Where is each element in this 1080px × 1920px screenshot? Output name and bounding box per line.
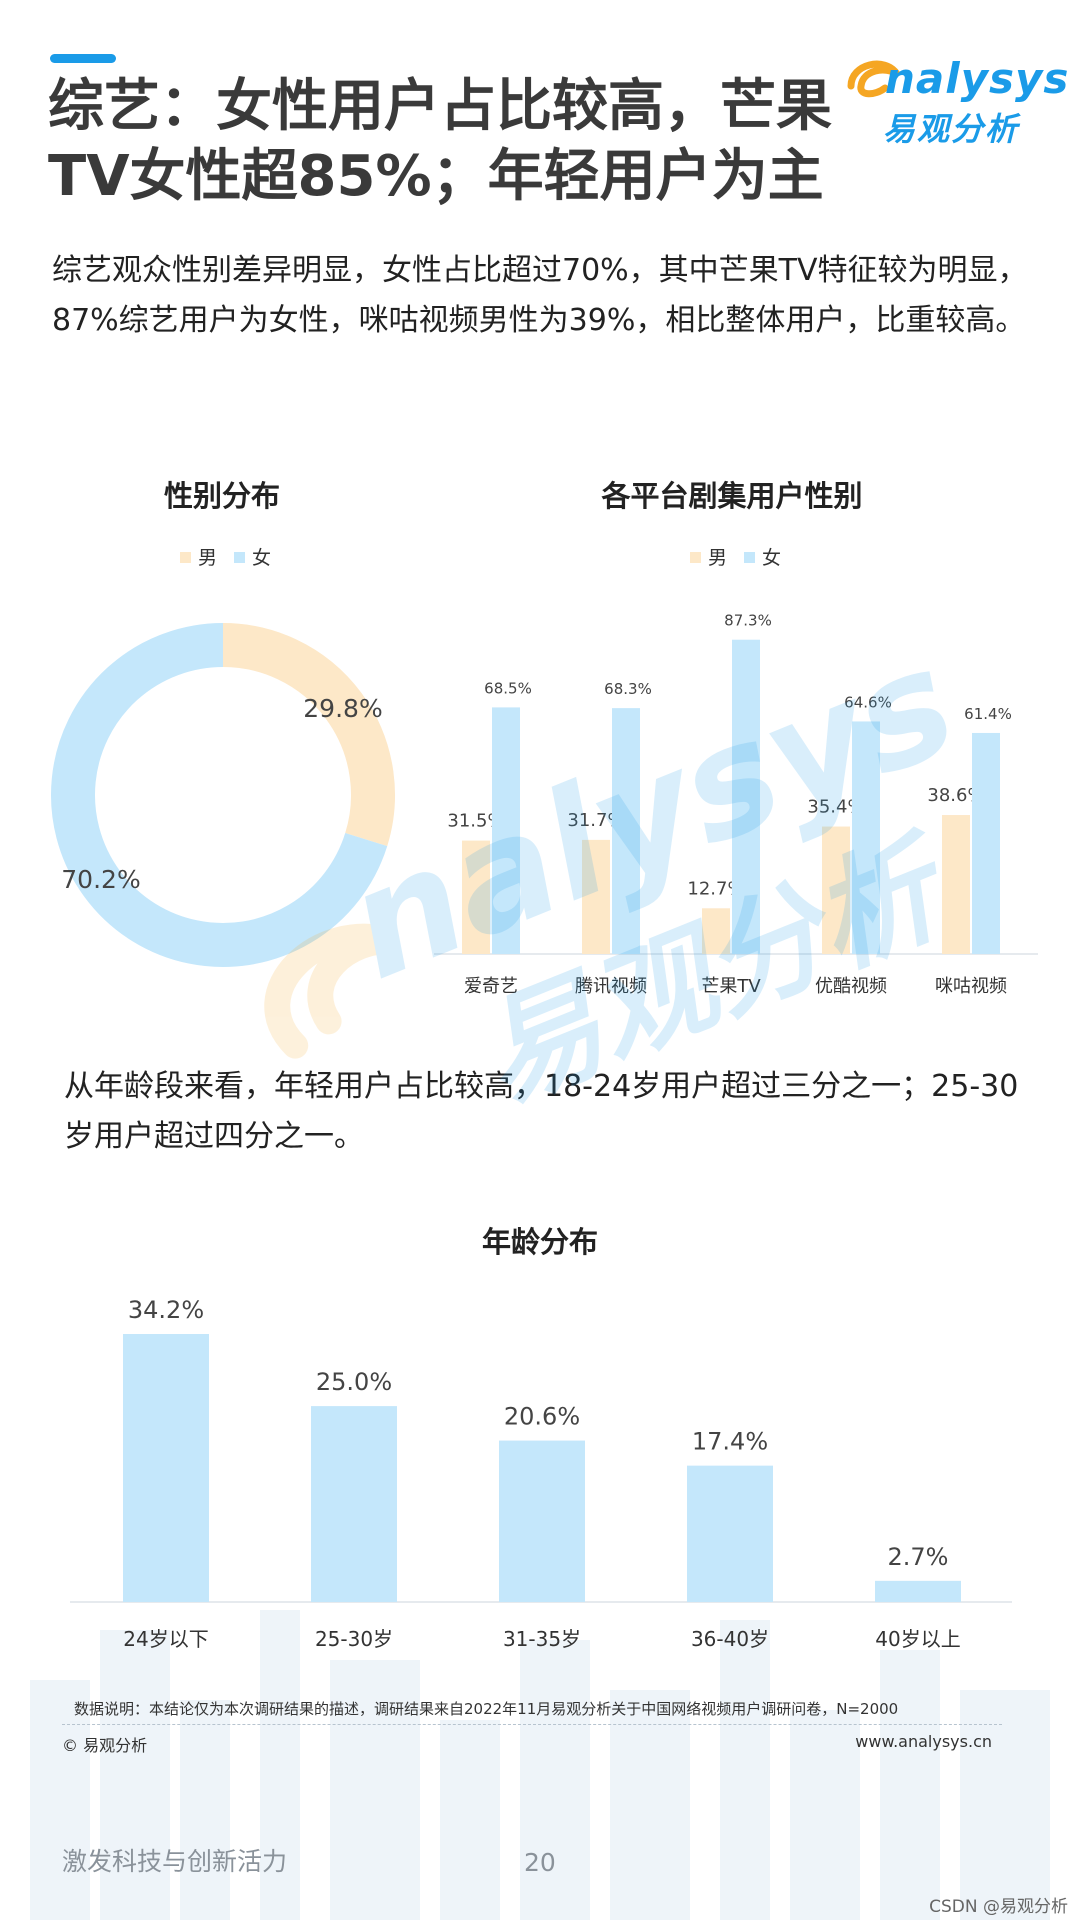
bar-label-female-1: 68.3%: [604, 680, 652, 698]
age-category-label-4: 40岁以上: [875, 1627, 960, 1651]
csdn-watermark: CSDN @易观分析: [929, 1897, 1068, 1917]
gender-donut-chart: 性别分布 男 女 29.8% 70.2%: [51, 479, 395, 967]
bar-label-female-0: 68.5%: [484, 679, 532, 697]
platform-category-label-0: 爱奇艺: [464, 976, 518, 997]
bar-label-female-2: 87.3%: [724, 612, 772, 630]
bar-label-male-0: 31.5%: [447, 811, 504, 832]
logo-swoosh-icon: [847, 60, 900, 98]
age-category-label-0: 24岁以下: [123, 1627, 208, 1651]
donut-slice-male: [222, 623, 395, 847]
bar-label-female-3: 64.6%: [844, 693, 892, 711]
donut-label-female: 70.2%: [61, 865, 140, 894]
donut-slice-female: [51, 623, 388, 967]
bar-female-3: [852, 721, 880, 954]
platform-category-label-3: 优酷视频: [815, 976, 887, 997]
gender-summary-text: 综艺观众性别差异明显，女性占比超过70%，其中芒果TV特征较为明显，87%综艺用…: [52, 253, 1028, 338]
age-bar-4: [875, 1580, 961, 1602]
bar-male-3: [822, 826, 850, 954]
age-category-label-2: 31-35岁: [503, 1627, 581, 1651]
website-link[interactable]: www.analysys.cn: [855, 1732, 992, 1751]
age-bar-label-0: 34.2%: [128, 1296, 204, 1324]
logo-text-en: nalysys: [885, 54, 1070, 103]
title-line-1: 综艺：女性用户占比较高，芒果: [48, 74, 832, 139]
accent-bar: [50, 54, 116, 63]
data-source-note: 数据说明：本结论仅为本次调研结果的描述，调研结果来自2022年11月易观分析关于…: [74, 1700, 899, 1718]
age-bar-0: [123, 1334, 209, 1602]
city-skyline-background: [30, 1610, 1050, 1920]
page-number: 20: [524, 1848, 556, 1877]
bar-label-male-3: 35.4%: [807, 797, 864, 818]
logo-text-cn: 易观分析: [883, 110, 1020, 148]
legend-male-swatch: [690, 552, 701, 563]
platform-legend: 男 女: [690, 547, 781, 569]
age-bar-2: [499, 1440, 585, 1602]
bar-male-4: [942, 815, 970, 954]
legend-female-label: 女: [252, 547, 271, 569]
age-bar-label-2: 20.6%: [504, 1403, 580, 1431]
age-bar-1: [311, 1406, 397, 1602]
page-title: 综艺：女性用户占比较高，芒果 TV女性超85%；年轻用户为主: [48, 72, 878, 212]
bar-male-0: [462, 840, 490, 954]
bar-label-female-4: 61.4%: [964, 705, 1012, 723]
age-bar-label-3: 17.4%: [692, 1428, 768, 1456]
bar-female-4: [972, 732, 1000, 954]
platform-gender-bar-chart: 各平台剧集用户性别 男 女 31.5% 68.5% 爱奇艺 31.7% 68.3% 腾讯视…: [434, 479, 1038, 997]
legend-male-label: 男: [708, 547, 727, 569]
donut-chart-title: 性别分布: [164, 479, 280, 513]
donut-legend: 男 女: [180, 547, 271, 569]
age-bar-label-1: 25.0%: [316, 1368, 392, 1396]
age-chart-title: 年龄分布: [482, 1225, 598, 1259]
bar-label-male-4: 38.6%: [927, 785, 984, 806]
legend-female-swatch: [744, 552, 755, 563]
legend-male-swatch: [180, 552, 191, 563]
age-bar-label-4: 2.7%: [888, 1543, 949, 1571]
bar-label-male-2: 12.7%: [687, 878, 744, 899]
copyright-text: © 易观分析: [62, 1736, 148, 1755]
footer-divider: [62, 1724, 1002, 1725]
legend-female-label: 女: [762, 547, 781, 569]
bar-female-2: [732, 639, 760, 954]
age-bar-chart: 年龄分布 34.2% 24岁以下 25.0% 25-30岁 20.6% 31-35岁 17.…: [70, 1225, 1012, 1651]
footer-slogan: 激发科技与创新活力: [62, 1847, 288, 1876]
bar-female-0: [492, 707, 520, 954]
age-category-label-1: 25-30岁: [315, 1627, 393, 1651]
platform-chart-title: 各平台剧集用户性别: [600, 479, 862, 513]
bar-label-male-1: 31.7%: [567, 810, 624, 831]
platform-category-label-2: 芒果TV: [701, 976, 761, 997]
legend-female-swatch: [234, 552, 245, 563]
bar-male-1: [582, 839, 610, 954]
age-summary-text: 从年龄段来看，年轻用户占比较高，18-24岁用户超过三分之一；25-30岁用户超…: [64, 1069, 1019, 1154]
age-bar-3: [687, 1465, 773, 1602]
platform-category-label-4: 咪咕视频: [935, 976, 1007, 997]
age-category-label-3: 36-40岁: [691, 1627, 769, 1651]
analysys-logo: nalysys 易观分析: [845, 46, 1068, 148]
bar-male-2: [702, 908, 730, 954]
legend-male-label: 男: [198, 547, 217, 569]
bar-female-1: [612, 708, 640, 954]
title-line-2: TV女性超85%；年轻用户为主: [48, 144, 824, 209]
donut-label-male: 29.8%: [303, 694, 382, 723]
platform-category-label-1: 腾讯视频: [575, 976, 647, 997]
